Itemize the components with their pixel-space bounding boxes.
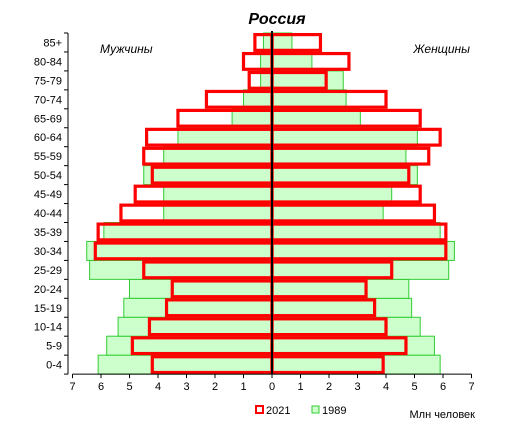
x-tick-label: 3 (354, 381, 360, 393)
x-tick-label: 2 (212, 381, 218, 393)
legend-label: 2021 (266, 405, 290, 417)
y-tick-label: 75-79 (34, 75, 62, 87)
y-tick-label: 25-29 (34, 265, 62, 277)
x-tick-label: 1 (297, 381, 303, 393)
y-tick-label: 20-24 (34, 284, 62, 296)
y-tick-label: 80-84 (34, 56, 62, 68)
legend-swatch-2021 (255, 405, 264, 414)
plot-area: 0-4 5-9 10-14 15-19 20-24 25-29 30-34 35-39 40-4… (34, 31, 475, 393)
x-tick-label: 7 (468, 381, 474, 393)
y-tick-label: 65-69 (34, 113, 62, 125)
legend-swatch-1989 (311, 405, 320, 414)
x-tick-label: 4 (155, 381, 161, 393)
x-tick-label: 2 (326, 381, 332, 393)
y-tick-label: 35-39 (34, 227, 62, 239)
y-tick-label: 70-74 (34, 94, 62, 106)
y-tick-label: 30-34 (34, 246, 62, 258)
x-tick-label: 7 (69, 381, 75, 393)
x-axis-unit-label: Млн человек (409, 409, 475, 421)
male-side-label: Мужчины (100, 42, 153, 56)
y-tick-label: 85+ (43, 37, 62, 49)
legend-label: 1989 (322, 405, 346, 417)
x-tick-label: 3 (183, 381, 189, 393)
x-tick-label: 6 (440, 381, 446, 393)
female-side-label: Женщины (412, 42, 470, 56)
x-tick-label: 5 (411, 381, 417, 393)
y-tick-label: 0-4 (46, 360, 62, 372)
y-tick-label: 60-64 (34, 132, 62, 144)
x-tick-label: 6 (98, 381, 104, 393)
y-tick-label: 10-14 (34, 322, 62, 334)
x-tick-label: 4 (383, 381, 389, 393)
y-tick-label: 45-49 (34, 189, 62, 201)
x-tick-label: 5 (126, 381, 132, 393)
y-tick-label: 15-19 (34, 303, 62, 315)
x-tick-label: 0 (269, 381, 275, 393)
y-tick-label: 5-9 (46, 341, 62, 353)
y-tick-label: 40-44 (34, 208, 62, 220)
chart-title: Россия (248, 11, 306, 28)
legend: 2021 1989 (255, 405, 346, 417)
y-tick-label: 50-54 (34, 170, 62, 182)
x-tick-label: 1 (240, 381, 246, 393)
y-tick-label: 55-59 (34, 151, 62, 163)
